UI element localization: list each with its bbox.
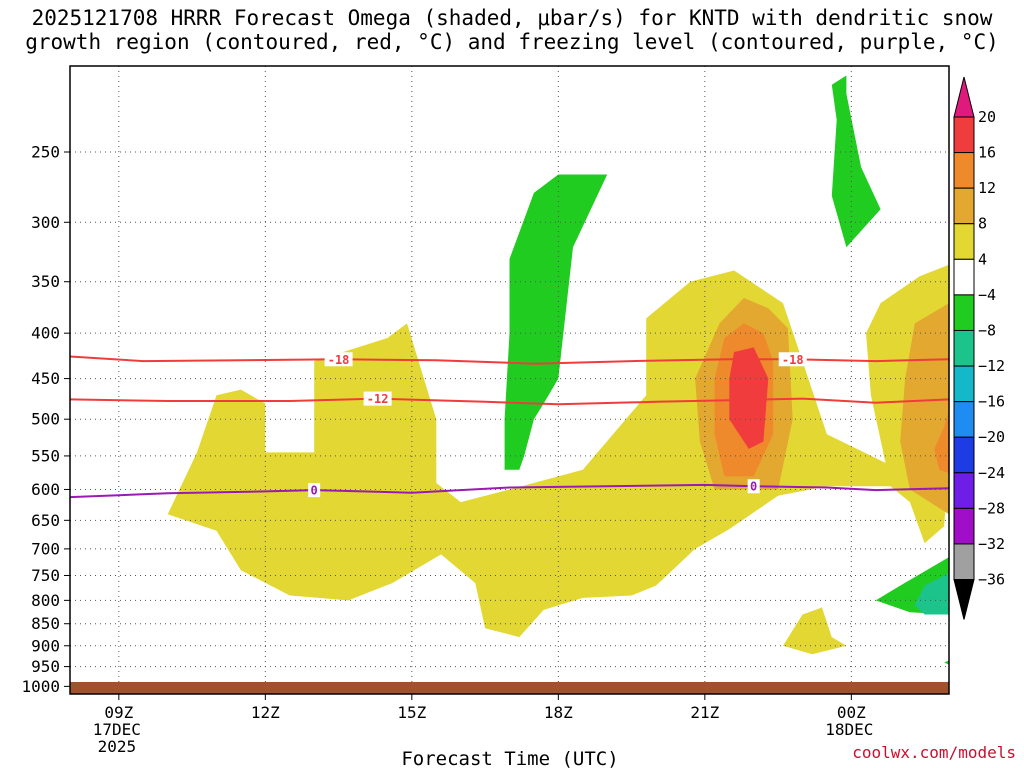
x-axis-title: Forecast Time (UTC) [401, 748, 618, 768]
contour-label--18: -18 [782, 353, 804, 367]
y-tick-label: 300 [31, 213, 60, 232]
y-tick-label: 450 [31, 369, 60, 388]
contour-label-bg [363, 391, 392, 406]
colorbar-label: −20 [978, 428, 1005, 446]
contour-0 [70, 483, 949, 499]
contour--18 [70, 355, 949, 365]
y-tick-label: 750 [31, 566, 60, 585]
colorbar-label: −24 [978, 464, 1005, 482]
colorbar-label: 4 [978, 250, 987, 268]
contour-label-0: 0 [311, 484, 318, 498]
colorbar-band [953, 294, 975, 331]
colorbar-label: 8 [978, 215, 987, 233]
colorbar-label: 12 [978, 179, 996, 197]
contour-label-bg [778, 352, 807, 367]
omega-region-12 [944, 660, 949, 665]
y-tick-label: 400 [31, 324, 60, 343]
y-tick-label: 250 [31, 143, 60, 162]
colorbar-label: −36 [978, 571, 1005, 589]
x-tick-date: 18DEC [825, 720, 873, 739]
colorbar-band [953, 116, 975, 154]
omega-region-6 [934, 411, 949, 474]
colorbar-label: −32 [978, 535, 1005, 553]
chart-title: 2025121708 HRRR Forecast Omega (shaded, … [0, 6, 1024, 54]
temperature-contours: -18 -18 -12 0 0 [70, 352, 949, 499]
colorbar-band [953, 436, 975, 474]
y-tick-label: 900 [31, 636, 60, 655]
contour-label--12: -12 [367, 392, 389, 406]
colorbar-top-arrow [953, 76, 975, 118]
omega-region-5 [900, 303, 949, 515]
colorbar-band [953, 152, 975, 189]
colorbar-band [953, 401, 975, 438]
colorbar-band [953, 507, 975, 545]
y-tick-label: 600 [31, 480, 60, 499]
colorbar-band [953, 543, 975, 581]
omega-shading [143, 75, 949, 690]
y-tick-label: 850 [31, 614, 60, 633]
colorbar-band [953, 223, 975, 260]
y-tick-label: 950 [31, 657, 60, 676]
x-tick-date: 17DEC [93, 720, 141, 739]
y-tick-label: 800 [31, 591, 60, 610]
x-tick-label: 09Z [104, 703, 133, 722]
x-tick-label: 00Z [837, 703, 866, 722]
omega-region-8 [831, 75, 881, 248]
y-tick-label: 1000 [21, 677, 60, 696]
x-tick-year: 2025 [98, 737, 137, 756]
title-line-2: growth region (contoured, red, °C) and f… [25, 30, 999, 54]
x-tick-label: 18Z [544, 703, 573, 722]
surface-band [70, 682, 949, 694]
colorbar-band [953, 258, 975, 296]
omega-region-4 [729, 347, 769, 449]
omega-region-1 [783, 607, 847, 655]
credit-link[interactable]: coolwx.com/models [852, 743, 1016, 762]
y-tick-label: 700 [31, 539, 60, 558]
y-axis: 250 300 350 400 450 500 550 600 650 700 750 800 850 9… [21, 143, 70, 696]
contour--12 [70, 397, 949, 406]
colorbar-label: −4 [978, 286, 996, 304]
title-line-1: 2025121708 HRRR Forecast Omega (shaded, … [31, 6, 993, 30]
colorbar-label: −12 [978, 357, 1005, 375]
omega-region-7 [504, 174, 608, 470]
contour-label-bg [747, 479, 760, 494]
contour-label--18: -18 [328, 353, 350, 367]
colorbar-label: −28 [978, 499, 1005, 517]
colorbar-bottom-arrow [953, 579, 975, 620]
contour-label-bg [308, 483, 321, 498]
colorbar-band [953, 472, 975, 509]
x-tick-label: 21Z [690, 703, 719, 722]
y-tick-label: 500 [31, 410, 60, 429]
x-tick-label: 12Z [251, 703, 280, 722]
omega-region-10 [914, 572, 949, 615]
x-tick-label: 15Z [397, 703, 426, 722]
contour-label-bg [324, 352, 353, 367]
contour-label-0: 0 [750, 480, 757, 494]
colorbar-label: 20 [978, 108, 996, 126]
colorbar-label: −16 [978, 393, 1005, 411]
colorbar: 20 16 12 8 4 −4 −8 −12 −16 −20 −24 −28 −32 −36 [953, 76, 1005, 620]
y-tick-label: 350 [31, 272, 60, 291]
colorbar-label: −8 [978, 321, 996, 339]
colorbar-label: 16 [978, 144, 996, 162]
y-tick-label: 650 [31, 511, 60, 530]
colorbar-band [953, 329, 975, 367]
plot-frame [69, 65, 950, 695]
colorbar-band [953, 187, 975, 225]
colorbar-band [953, 365, 975, 403]
y-tick-label: 550 [31, 446, 60, 465]
